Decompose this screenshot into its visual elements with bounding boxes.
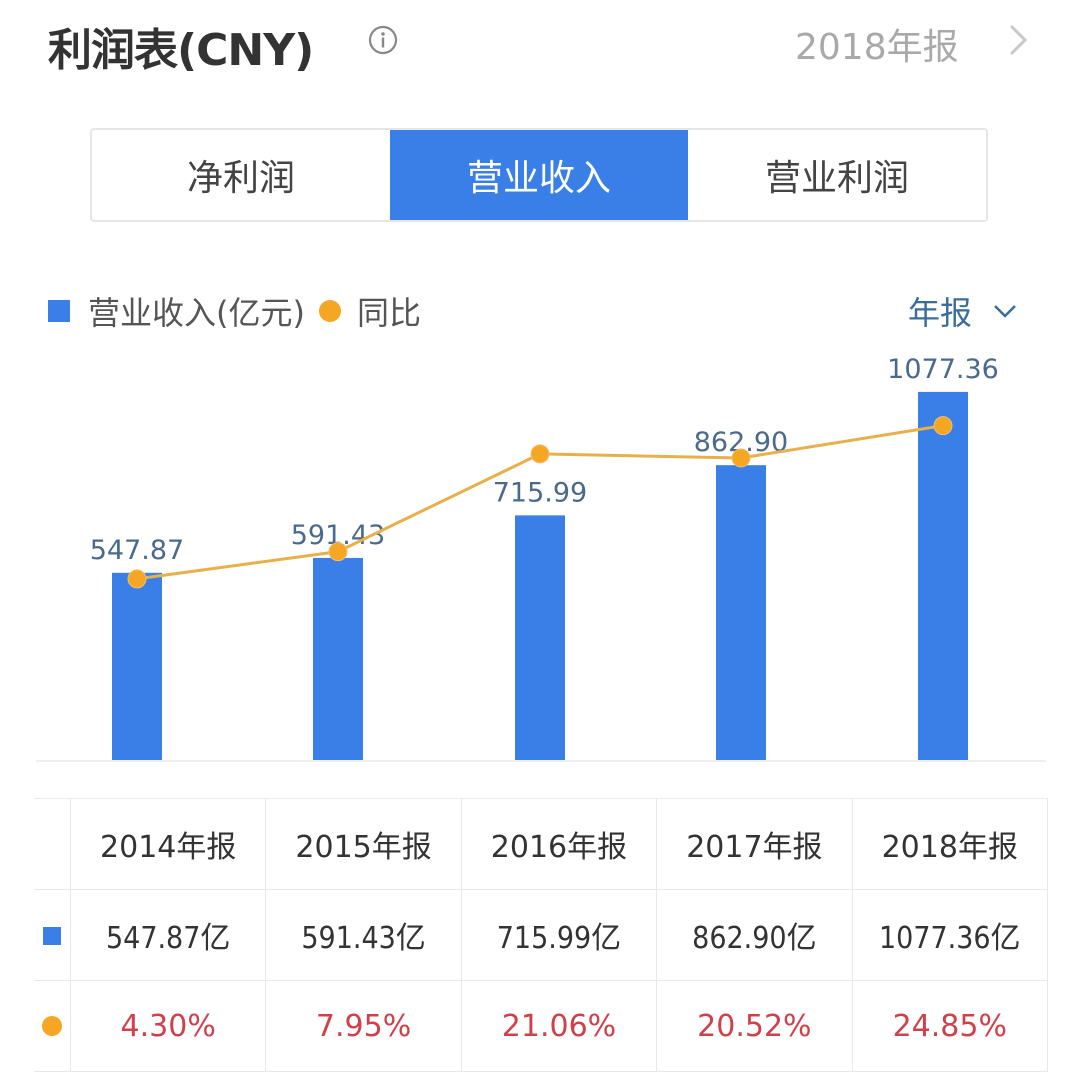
line-legend-label: 同比 [356, 294, 421, 332]
table-cell: 591.43亿 [265, 889, 462, 981]
table-cell: 862.90亿 [656, 889, 853, 981]
line-series-marker [34, 980, 71, 1072]
bar-series-marker [34, 889, 71, 981]
table-cell: 24.85% [851, 980, 1049, 1072]
bar[interactable] [313, 557, 363, 760]
table-corner [34, 798, 71, 890]
tab-operating-revenue[interactable]: 营业收入 [390, 130, 688, 220]
table-cell: 715.99亿 [460, 889, 658, 981]
chevron-down-icon [994, 305, 1016, 318]
table-header-cell: 2016年报 [460, 798, 658, 890]
tab-operating-profit[interactable]: 营业利润 [688, 130, 986, 220]
period-select[interactable]: 年报 [908, 288, 1018, 334]
table-row-revenue: 547.87亿 591.43亿 715.99亿 862.90亿 1077.36亿 [34, 889, 1049, 981]
table-header-cell: 2014年报 [69, 798, 267, 890]
table-header-cell: 2017年报 [656, 798, 853, 890]
yoy-point[interactable] [328, 542, 348, 562]
period-select-value: 年报 [908, 294, 973, 332]
metric-tabs: 净利润 营业收入 营业利润 [90, 128, 988, 222]
table-header-cell: 2018年报 [851, 798, 1049, 890]
bar-value-label: 1077.36 [887, 354, 999, 385]
yoy-point[interactable] [933, 416, 953, 436]
chevron-right-icon[interactable] [1005, 22, 1031, 58]
data-table: 2014年报 2015年报 2016年报 2017年报 2018年报 547.8… [34, 798, 1049, 1072]
period-link[interactable]: 2018年报 [795, 27, 959, 68]
bar-value-label: 547.87 [90, 535, 184, 566]
table-cell: 547.87亿 [69, 889, 267, 981]
table-row-growth: 4.30% 7.95% 21.06% 20.52% 24.85% [34, 980, 1049, 1072]
table-cell: 7.95% [265, 980, 462, 1072]
table-cell: 1077.36亿 [851, 889, 1049, 981]
bar[interactable] [112, 572, 162, 760]
yoy-point[interactable] [530, 444, 550, 464]
line-legend-icon [318, 300, 341, 322]
bar[interactable] [918, 391, 968, 760]
table-cell: 20.52% [656, 980, 853, 1072]
page-title: 利润表(CNY) [48, 25, 314, 76]
chart-legend: 营业收入(亿元) 同比 [48, 288, 421, 334]
tab-net-profit[interactable]: 净利润 [92, 130, 390, 220]
yoy-point[interactable] [731, 448, 751, 468]
info-icon[interactable] [368, 25, 398, 55]
bar-value-label: 715.99 [493, 477, 587, 508]
yoy-point[interactable] [127, 569, 147, 589]
square-icon [43, 926, 61, 945]
table-cell: 4.30% [69, 980, 267, 1072]
table-cell: 21.06% [460, 980, 658, 1072]
bar[interactable] [515, 515, 565, 760]
header: 利润表(CNY) 2018年报 [0, 0, 1080, 90]
dot-icon [42, 1015, 62, 1036]
bar-legend-icon [48, 300, 70, 322]
bar[interactable] [716, 465, 766, 760]
table-header-row: 2014年报 2015年报 2016年报 2017年报 2018年报 [34, 798, 1049, 890]
table-header-cell: 2015年报 [265, 798, 462, 890]
bar-legend-label: 营业收入(亿元) [88, 294, 305, 332]
